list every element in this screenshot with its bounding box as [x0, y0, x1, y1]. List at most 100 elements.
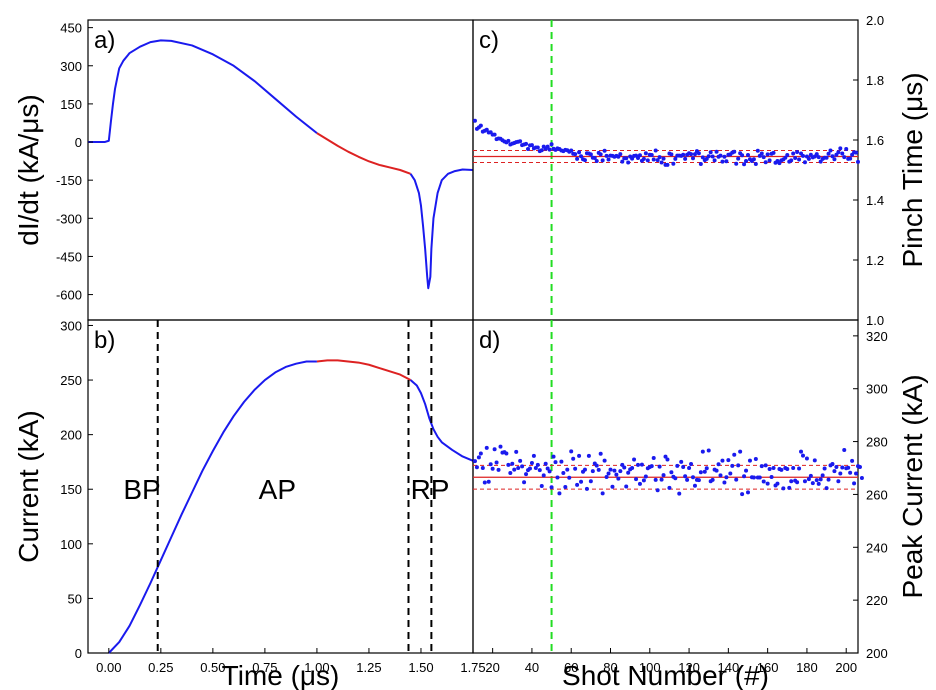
data-point-c	[816, 155, 821, 160]
x-tick-label-d: 20	[485, 660, 499, 675]
data-point-d	[630, 466, 635, 470]
y-tick-label-b: 0	[75, 646, 82, 661]
data-point-d	[716, 462, 721, 467]
data-point-d	[551, 454, 556, 459]
data-point-c	[643, 151, 648, 156]
data-point-d	[636, 462, 640, 467]
data-point-c	[795, 150, 800, 154]
data-point-c	[573, 152, 578, 157]
data-point-d	[661, 473, 666, 478]
y-tick-label-a: -150	[56, 173, 82, 188]
data-point-c	[740, 153, 745, 158]
data-point-d	[820, 473, 825, 478]
data-point-d	[643, 474, 648, 479]
data-point-c	[637, 153, 642, 158]
data-point-d	[582, 467, 587, 472]
data-point-c	[545, 144, 550, 149]
data-point-d	[561, 471, 566, 476]
data-point-d	[531, 453, 536, 458]
data-point-d	[848, 470, 853, 475]
data-point-d	[539, 483, 544, 488]
data-point-d	[704, 466, 709, 471]
data-point-c	[746, 153, 750, 157]
data-point-d	[657, 464, 662, 469]
data-point-c	[620, 159, 625, 164]
x-tick-label-d: 140	[718, 660, 740, 675]
x-tick-label-b: 0.50	[200, 660, 225, 675]
x-tick-label-d: 60	[564, 660, 578, 675]
data-point-c	[692, 152, 697, 157]
x-axis-label-b: Time (μs)	[222, 660, 340, 690]
data-point-d	[616, 476, 621, 481]
data-point-d	[476, 455, 481, 460]
data-point-c	[765, 152, 770, 157]
data-point-c	[832, 157, 837, 162]
data-point-c	[838, 146, 843, 151]
data-point-d	[675, 463, 680, 468]
data-point-d	[498, 444, 503, 449]
data-point-c	[478, 123, 483, 128]
data-point-c	[771, 150, 776, 155]
plot-frame-c	[472, 19, 859, 321]
data-point-c	[763, 160, 768, 165]
y-tick-label-c: 1.0	[866, 313, 884, 328]
y-tick-label-a: 300	[60, 59, 82, 74]
data-point-d	[549, 485, 554, 490]
y-tick-label-a: 150	[60, 97, 82, 112]
data-point-d	[659, 477, 664, 482]
data-point-d	[730, 463, 735, 468]
data-point-c	[742, 162, 747, 167]
y-tick-label-d: 200	[866, 646, 888, 661]
data-point-c	[767, 158, 772, 163]
data-point-d	[557, 491, 562, 496]
x-tick-label-d: 100	[639, 660, 661, 675]
data-point-d	[577, 453, 582, 458]
data-point-d	[667, 485, 672, 490]
data-point-d	[700, 449, 705, 454]
data-point-d	[814, 478, 819, 483]
panel-c: 1.0 1.2 1.4 1.6 1.8 2.0 c) Pinch Time (μs)	[472, 13, 928, 328]
data-point-d	[669, 470, 674, 475]
y-tick-label-b: 200	[60, 428, 82, 443]
data-point-c	[734, 161, 739, 166]
series-line-b-0	[108, 360, 317, 654]
data-point-d	[596, 467, 601, 472]
data-point-d	[649, 464, 654, 469]
data-point-d	[663, 454, 668, 459]
data-point-d	[765, 481, 770, 486]
data-point-d	[787, 485, 792, 490]
y-tick-label-d: 280	[866, 435, 888, 450]
data-point-d	[726, 458, 731, 463]
data-point-d	[781, 486, 786, 491]
plot-frame-d	[472, 319, 859, 654]
x-tick-label-b: 1.25	[356, 660, 381, 675]
data-point-d	[802, 479, 807, 484]
data-point-d	[746, 490, 750, 495]
data-point-d	[586, 453, 591, 458]
data-point-d	[512, 467, 517, 472]
data-point-d	[488, 462, 493, 467]
x-tick-label-d: 200	[835, 660, 857, 675]
data-point-d	[808, 473, 813, 478]
data-point-d	[604, 474, 609, 479]
data-point-d	[681, 464, 686, 469]
data-point-c	[606, 157, 611, 162]
series-line-b-1	[316, 359, 412, 381]
data-point-c	[529, 143, 534, 148]
data-point-c	[736, 156, 741, 161]
plot-area-c: 1.0 1.2 1.4 1.6 1.8 2.0	[472, 13, 884, 328]
data-point-d	[527, 466, 532, 471]
y-axis-label-c: Pinch Time (μs)	[897, 72, 928, 267]
data-point-d	[679, 459, 684, 464]
y-tick-label-d: 300	[866, 382, 888, 397]
data-point-c	[751, 157, 756, 162]
data-point-d	[563, 485, 568, 490]
data-point-c	[755, 148, 760, 153]
y-tick-label-d: 220	[866, 593, 888, 608]
data-point-d	[728, 471, 733, 476]
data-point-c	[655, 158, 660, 163]
data-point-c	[791, 151, 796, 156]
data-point-c	[549, 142, 554, 147]
data-point-c	[588, 152, 593, 157]
data-point-d	[655, 488, 660, 493]
